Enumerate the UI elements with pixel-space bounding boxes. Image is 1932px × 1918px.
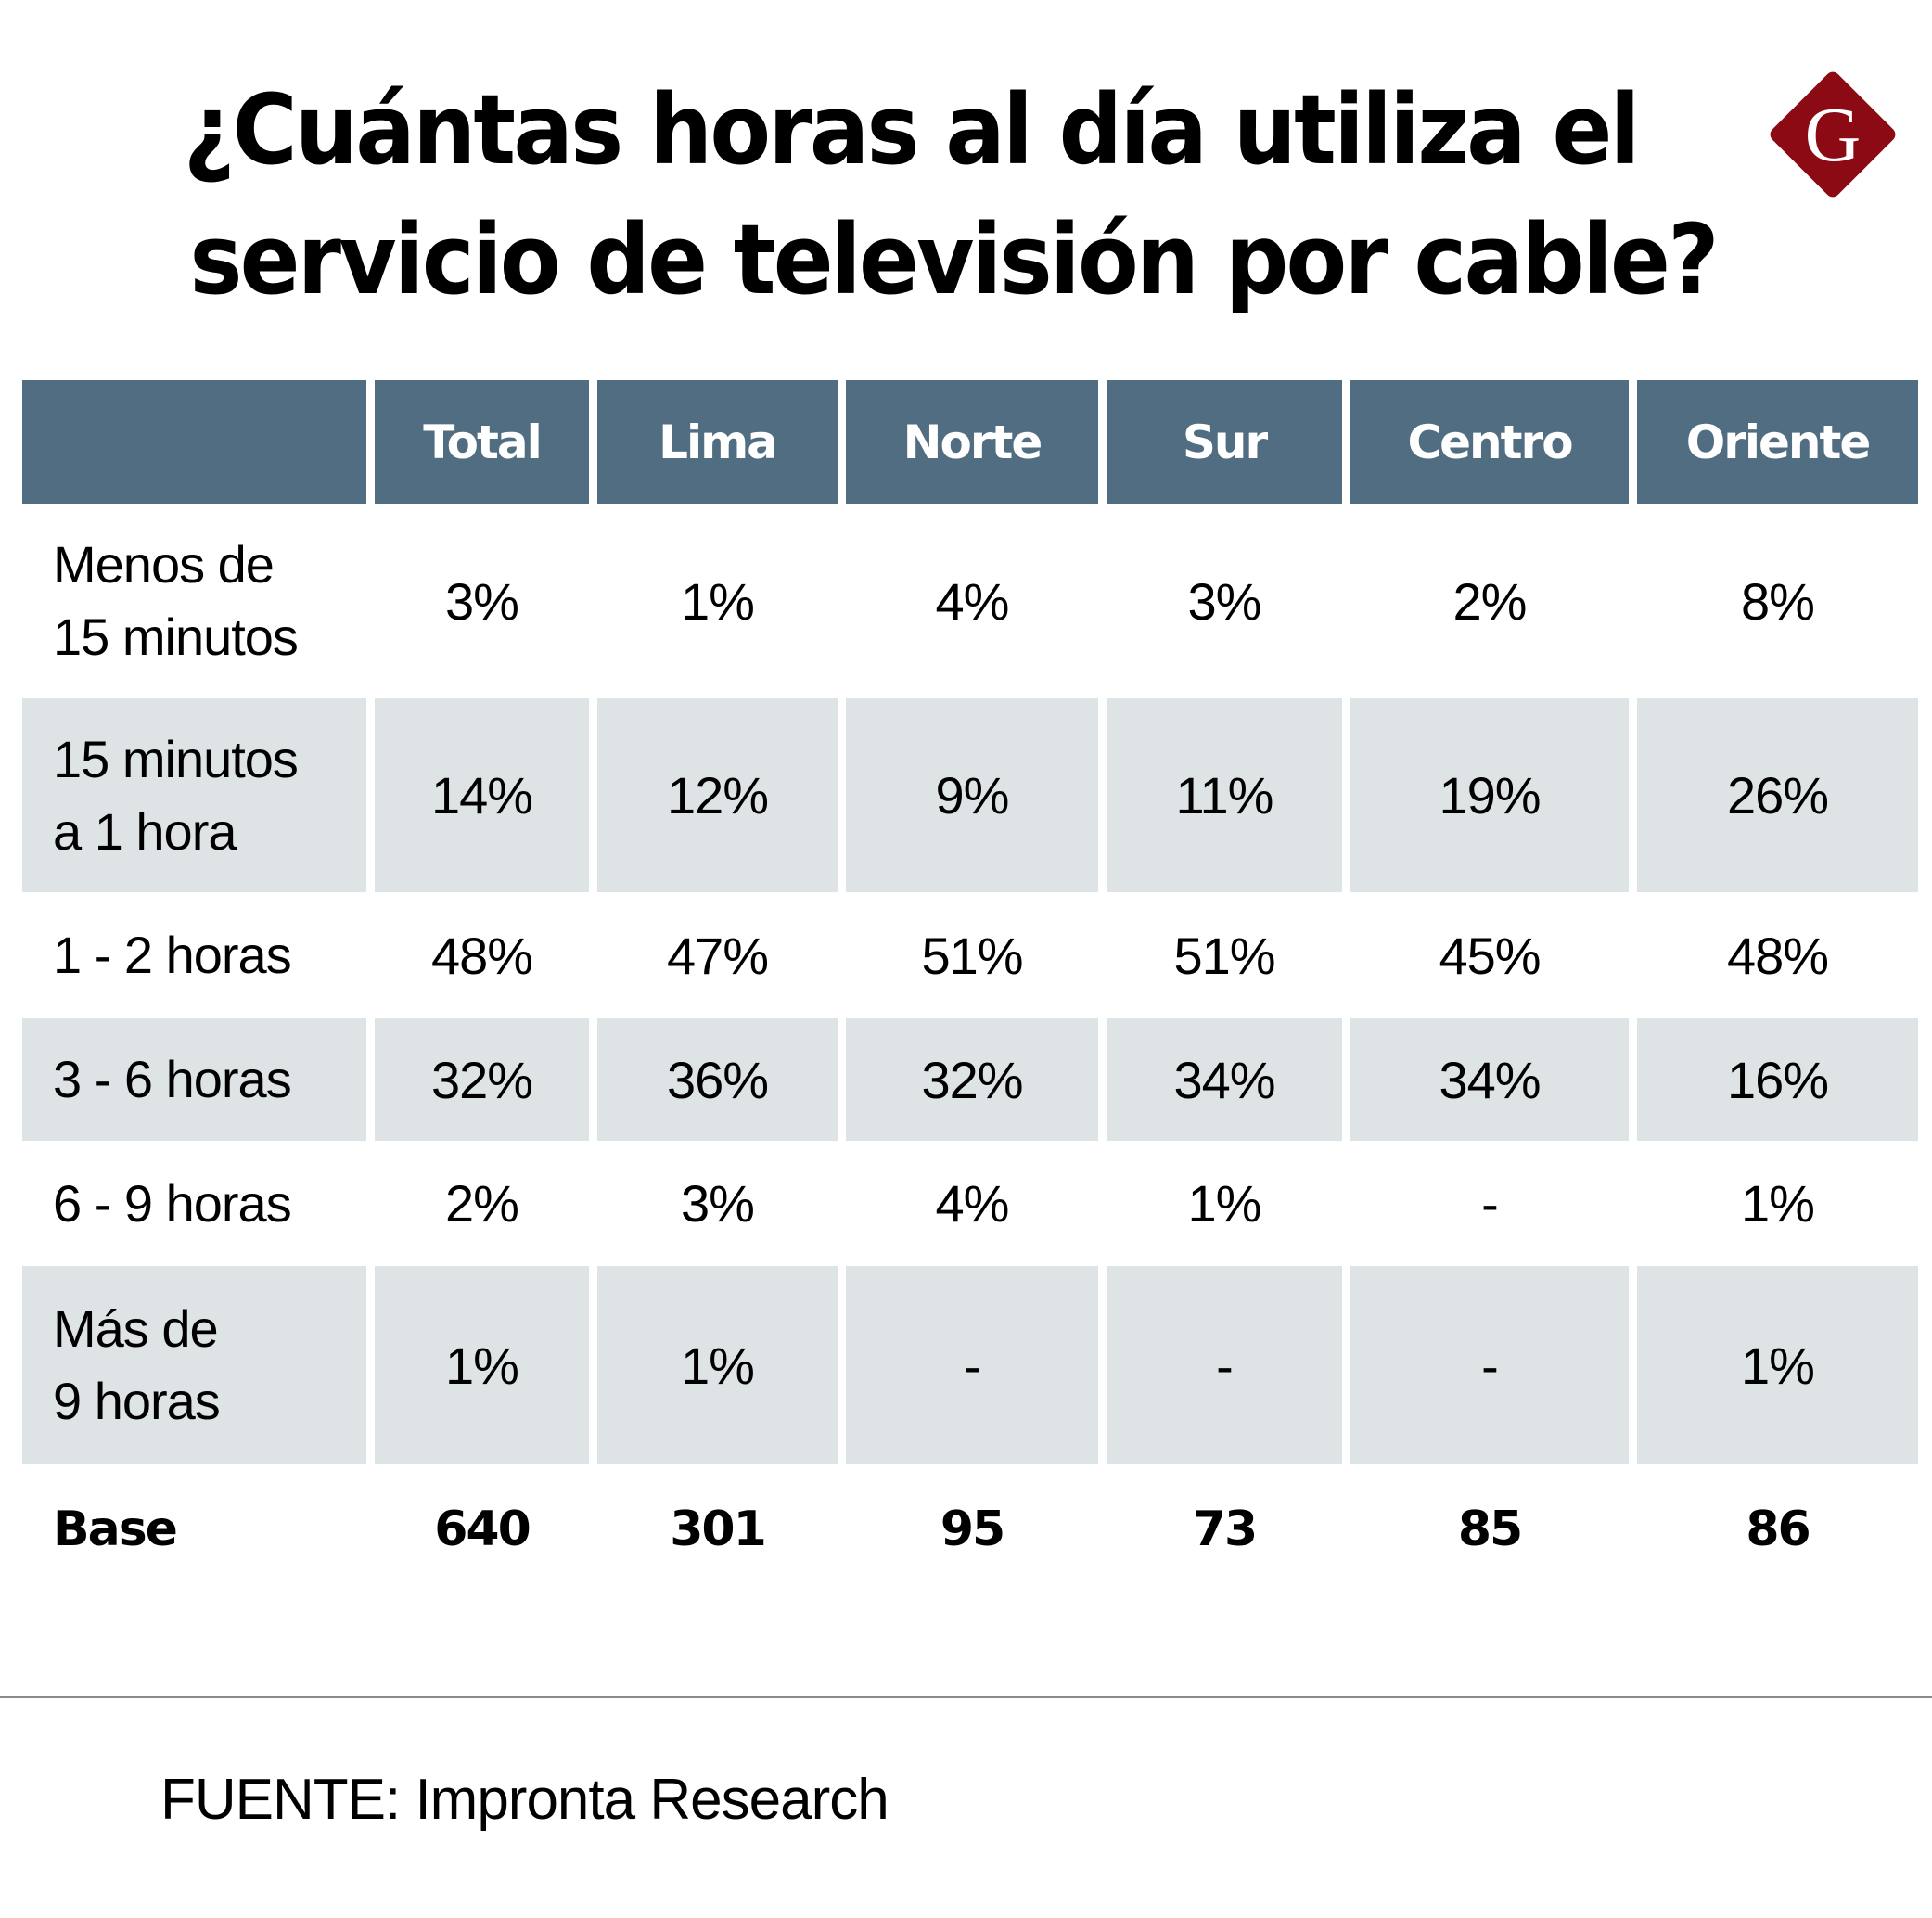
column-header-lima: Lima — [597, 380, 838, 504]
table-cell-lima: 12% — [597, 698, 838, 892]
logo-letter: G — [1805, 92, 1862, 178]
table-cell-total: 48% — [430, 926, 533, 985]
base-value-norte: 95 — [940, 1501, 1005, 1557]
table-cell-total: 14% — [375, 698, 589, 892]
table-cell-oriente: 1% — [1741, 1174, 1815, 1233]
table-cell-centro: 34% — [1350, 1018, 1629, 1141]
base-value-total: 640 — [434, 1501, 531, 1557]
table-row: 3 - 6 horas 32% 36% 32% 34% 34% 16% — [22, 1018, 1918, 1141]
table-cell-total: 3% — [445, 571, 519, 631]
table-cell-sur: 11% — [1107, 698, 1342, 892]
row-label-line: Más de — [53, 1299, 219, 1358]
base-label: Base — [53, 1501, 178, 1557]
title-line-1: ¿Cuántas horas al día utiliza el — [183, 73, 1641, 186]
data-table: Total Lima Norte Sur Centro Oriente Meno… — [14, 380, 1926, 1593]
base-row: Base 640 301 95 73 85 86 — [22, 1464, 1918, 1593]
table-cell-centro: 19% — [1350, 698, 1629, 892]
table-cell-oriente: 8% — [1741, 571, 1815, 631]
table-cell-oriente: 48% — [1726, 926, 1829, 985]
logo-diamond — [1770, 71, 1896, 198]
table-cell-norte: 32% — [846, 1018, 1098, 1141]
table-cell-centro: - — [1350, 1266, 1629, 1464]
table-cell-norte: - — [846, 1266, 1098, 1464]
column-header-total: Total — [375, 380, 589, 504]
row-label: 6 - 9 horas — [22, 1141, 366, 1266]
table-cell-oriente: 26% — [1637, 698, 1918, 892]
table-cell-lima: 36% — [597, 1018, 838, 1141]
footer-divider — [0, 1696, 1932, 1698]
table-cell-sur: 51% — [1173, 926, 1275, 985]
table-cell-oriente: 1% — [1637, 1266, 1918, 1464]
table-cell-lima: 3% — [681, 1174, 755, 1233]
base-value-centro: 85 — [1457, 1501, 1523, 1557]
column-header-oriente: Oriente — [1637, 380, 1918, 504]
table-cell-sur: 34% — [1107, 1018, 1342, 1141]
column-header-sur: Sur — [1107, 380, 1342, 504]
table-cell-norte: 51% — [921, 926, 1023, 985]
row-label: 15 minutos a 1 hora — [22, 698, 366, 892]
table-cell-lima: 47% — [666, 926, 769, 985]
table-cell-sur: - — [1107, 1266, 1342, 1464]
chart-title: ¿Cuántas horas al día utiliza el servici… — [77, 65, 1854, 325]
table-cell-sur: 3% — [1187, 571, 1262, 631]
table-cell-oriente: 16% — [1637, 1018, 1918, 1141]
row-label-line: 15 minutos — [53, 607, 299, 666]
table-row: 6 - 9 horas 2% 3% 4% 1% - 1% — [22, 1141, 1918, 1266]
table-cell-lima: 1% — [681, 571, 755, 631]
row-label: 3 - 6 horas — [22, 1018, 366, 1141]
title-line-2: servicio de televisión por cable? — [189, 203, 1719, 316]
row-label-line: Menos de — [53, 535, 275, 594]
table-row: 15 minutos a 1 hora 14% 12% 9% 11% 19% 26% — [22, 698, 1918, 892]
table-row: 1 - 2 horas 48% 47% 51% 51% 45% 48% — [22, 892, 1918, 1018]
table-header-row: Total Lima Norte Sur Centro Oriente — [22, 380, 1918, 504]
base-value-lima: 301 — [670, 1501, 767, 1557]
column-header-norte: Norte — [846, 380, 1098, 504]
table-cell-sur: 1% — [1187, 1174, 1262, 1233]
base-value-sur: 73 — [1192, 1501, 1258, 1557]
table-cell-lima: 1% — [597, 1266, 838, 1464]
row-label-line: a 1 hora — [53, 801, 237, 861]
table-cell-total: 2% — [445, 1174, 519, 1233]
source-note: FUENTE: Impronta Research — [160, 1768, 889, 1832]
table-row: Menos de 15 minutos 3% 1% 4% 3% 2% 8% — [22, 504, 1918, 698]
table-row: Más de 9 horas 1% 1% - - -1% — [22, 1266, 1918, 1464]
table-cell-total: 1% — [375, 1266, 589, 1464]
table-cell-centro: 2% — [1452, 571, 1528, 631]
table-cell-norte: 4% — [935, 1174, 1010, 1233]
row-label-line: 3 - 6 horas — [53, 1050, 292, 1108]
row-label: Más de 9 horas — [22, 1266, 366, 1464]
table-cell-centro: - — [1481, 1174, 1499, 1233]
row-label: Menos de 15 minutos — [22, 504, 366, 698]
row-label-line: 6 - 9 horas — [53, 1173, 292, 1233]
row-label-line: 15 minutos — [53, 729, 299, 788]
row-label: 1 - 2 horas — [22, 892, 366, 1018]
column-header-label — [22, 380, 366, 504]
column-header-centro: Centro — [1350, 380, 1629, 504]
table-cell-norte: 4% — [935, 571, 1010, 631]
table-cell-total: 32% — [375, 1018, 589, 1141]
base-value-oriente: 86 — [1746, 1501, 1810, 1557]
gestion-logo-icon: G — [1770, 71, 1896, 198]
row-label-line: 9 horas — [53, 1372, 221, 1430]
row-label-line: 1 - 2 horas — [53, 926, 292, 984]
table-cell-centro: 45% — [1439, 926, 1541, 985]
table-cell-norte: 9% — [846, 698, 1098, 892]
